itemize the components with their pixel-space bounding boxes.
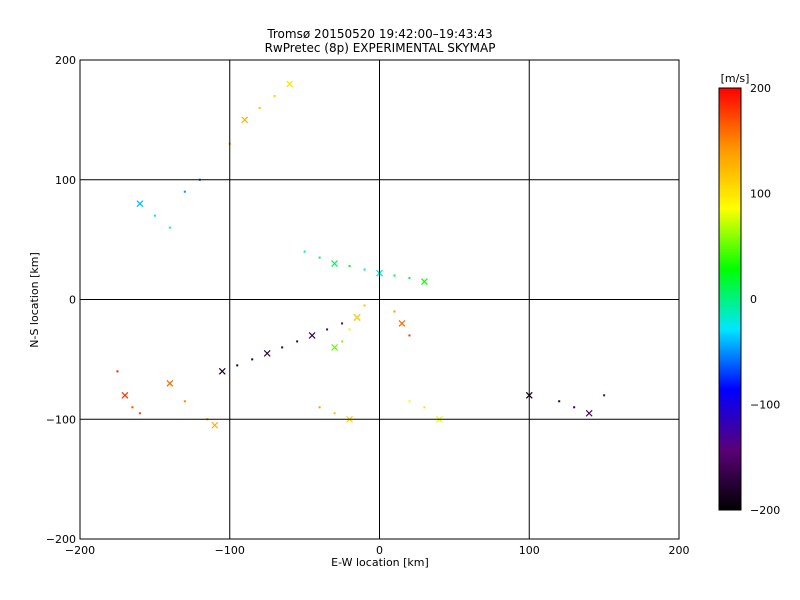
scatter-point bbox=[121, 391, 129, 399]
scatter-point bbox=[341, 340, 344, 343]
scatter-point bbox=[363, 304, 366, 307]
x-tick-label: 200 bbox=[669, 544, 690, 557]
colorbar-tick-label: −100 bbox=[750, 399, 780, 412]
scatter-point bbox=[393, 274, 396, 277]
scatter-point bbox=[218, 367, 226, 375]
scatter-point bbox=[353, 314, 361, 321]
scatter-point bbox=[318, 406, 321, 409]
colorbar-tick-label: 100 bbox=[750, 188, 771, 201]
scatter-point bbox=[153, 214, 156, 217]
scatter-point bbox=[166, 379, 174, 387]
scatter-point bbox=[258, 106, 261, 109]
y-tick-label: 200 bbox=[55, 54, 76, 67]
scatter-point bbox=[251, 358, 254, 361]
scatter-point bbox=[558, 400, 561, 403]
scatter-point bbox=[331, 260, 338, 267]
y-tick-label: −200 bbox=[46, 533, 76, 546]
scatter-point bbox=[211, 421, 219, 429]
x-axis-label: E-W location [km] bbox=[331, 556, 429, 569]
scatter-point bbox=[241, 116, 249, 124]
scatter-point bbox=[168, 226, 171, 229]
x-tick-label: −200 bbox=[65, 544, 95, 557]
chart-subtitle: RwPretec (8p) EXPERIMENTAL SKYMAP bbox=[265, 41, 496, 55]
scatter-point bbox=[348, 264, 351, 267]
scatter-point bbox=[296, 340, 299, 343]
scatter-point bbox=[408, 334, 411, 337]
colorbar-tick-label: −200 bbox=[750, 504, 780, 517]
scatter-point bbox=[573, 406, 576, 409]
y-tick-label: −100 bbox=[46, 413, 76, 426]
scatter-points bbox=[116, 80, 606, 429]
x-tick-labels: −200 −100 0 100 200 bbox=[65, 544, 690, 557]
scatter-point bbox=[393, 310, 396, 313]
y-tick-label: 0 bbox=[69, 294, 76, 307]
scatter-point bbox=[236, 364, 239, 367]
scatter-point bbox=[273, 94, 276, 97]
scatter-point bbox=[131, 406, 134, 409]
scatter-point bbox=[326, 328, 329, 331]
x-tick-label: −100 bbox=[215, 544, 245, 557]
colorbar-tick-labels: 200 100 0 −100 −200 bbox=[750, 82, 780, 517]
scatter-point bbox=[348, 328, 351, 331]
scatter-point bbox=[116, 370, 119, 373]
colorbar-label: [m/s] bbox=[721, 72, 750, 85]
grid-lines bbox=[80, 60, 679, 539]
plot-frame bbox=[79, 59, 680, 540]
scatter-point bbox=[603, 394, 606, 397]
scatter-point bbox=[281, 346, 284, 349]
scatter-point bbox=[183, 190, 186, 193]
scatter-point bbox=[263, 349, 271, 357]
scatter-point bbox=[308, 332, 316, 339]
scatter-point bbox=[318, 256, 321, 259]
x-tick-label: 0 bbox=[376, 544, 383, 557]
y-axis-label: N-S location [km] bbox=[28, 252, 41, 348]
scatter-point bbox=[398, 320, 406, 327]
scatter-point bbox=[423, 406, 426, 409]
scatter-point bbox=[363, 268, 366, 271]
x-tick-label: 100 bbox=[519, 544, 540, 557]
scatter-point bbox=[333, 412, 336, 415]
colorbar bbox=[718, 87, 742, 511]
scatter-point bbox=[408, 276, 411, 279]
colorbar-tick-label: 0 bbox=[750, 293, 757, 306]
scatter-point bbox=[286, 80, 294, 88]
colorbar-tick-label: 200 bbox=[750, 82, 771, 95]
scatter-point bbox=[341, 322, 344, 325]
scatter-point bbox=[138, 412, 141, 415]
y-tick-labels: −200 −100 0 100 200 bbox=[46, 54, 76, 546]
scatter-point bbox=[183, 400, 186, 403]
chart-title: Tromsø 20150520 19:42:00–19:43:43 bbox=[266, 27, 492, 41]
scatter-point bbox=[136, 200, 144, 208]
scatter-point bbox=[585, 409, 593, 417]
scatter-point bbox=[421, 278, 428, 285]
y-tick-label: 100 bbox=[55, 174, 76, 187]
scatter-point bbox=[303, 250, 306, 253]
scatter-point bbox=[408, 400, 411, 403]
scatter-point bbox=[331, 343, 338, 351]
